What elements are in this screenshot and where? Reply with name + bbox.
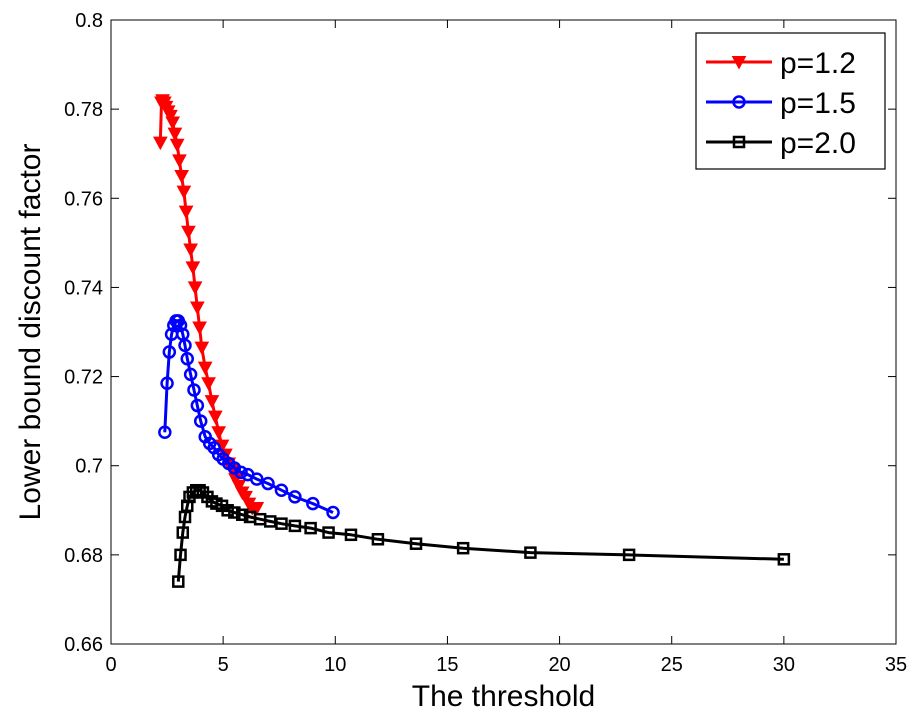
data-point xyxy=(193,414,208,428)
data-point xyxy=(201,377,216,391)
data-point xyxy=(172,154,187,168)
data-point xyxy=(183,243,198,258)
data-point xyxy=(250,472,264,486)
data-point xyxy=(288,519,302,533)
series-layer xyxy=(153,94,791,588)
data-point xyxy=(261,476,275,491)
legend-entry: p=2.0 xyxy=(706,127,856,160)
legend: p=1.2 p=1.5 p=2.0 xyxy=(695,32,886,170)
data-point xyxy=(180,351,195,366)
data-point xyxy=(207,410,223,425)
data-point xyxy=(162,345,177,359)
data-point xyxy=(174,170,189,184)
x-tick-label: 25 xyxy=(661,654,683,676)
x-tick-label: 10 xyxy=(324,654,346,676)
y-tick-label: 0.68 xyxy=(64,545,103,567)
data-point xyxy=(163,109,178,124)
x-tick-label: 35 xyxy=(885,654,907,676)
series-p=1.5 xyxy=(158,314,340,520)
data-point xyxy=(344,528,358,542)
series-p=2.0 xyxy=(172,483,791,588)
data-point xyxy=(524,546,537,559)
data-point xyxy=(174,548,187,562)
legend-label: p=1.2 xyxy=(780,47,856,80)
legend-marker xyxy=(732,135,746,149)
data-point xyxy=(176,526,190,539)
data-point xyxy=(193,483,206,497)
data-point xyxy=(185,261,201,275)
data-point xyxy=(204,395,220,409)
axes: 0 5 10 15 20 25 30 35 0.66 0.68 0.7 0.72 0.74 0.76 0.7… xyxy=(14,10,907,713)
x-tick-label: 30 xyxy=(773,654,795,676)
data-point xyxy=(274,483,289,497)
data-point xyxy=(165,116,181,131)
data-point xyxy=(172,575,185,588)
data-point xyxy=(275,517,288,530)
data-point xyxy=(187,281,203,295)
data-point xyxy=(160,376,174,391)
data-point xyxy=(326,505,340,520)
data-point xyxy=(178,338,192,353)
x-tick-label: 5 xyxy=(218,654,229,676)
x-tick-label: 0 xyxy=(105,654,116,676)
data-point xyxy=(192,321,207,336)
y-tick-label: 0.78 xyxy=(64,99,103,121)
y-tick-label: 0.66 xyxy=(64,634,103,656)
data-point xyxy=(181,225,196,240)
y-tick-label: 0.7 xyxy=(75,456,103,478)
legend-label: p=1.5 xyxy=(780,87,856,120)
legend-entry: p=1.2 xyxy=(706,47,856,80)
data-point xyxy=(153,136,168,151)
data-point xyxy=(235,508,249,521)
y-tick-label: 0.8 xyxy=(75,10,103,32)
data-point xyxy=(167,127,183,142)
data-point xyxy=(228,506,241,519)
y-tick-label: 0.72 xyxy=(64,367,103,389)
data-point xyxy=(777,553,791,566)
data-point xyxy=(231,479,247,494)
data-point xyxy=(190,398,205,413)
data-point xyxy=(173,318,188,333)
data-point xyxy=(158,425,172,440)
x-tick-label: 15 xyxy=(436,654,458,676)
data-point xyxy=(183,367,198,382)
data-point xyxy=(288,490,302,504)
data-point xyxy=(194,341,210,356)
data-point xyxy=(306,496,320,511)
data-point xyxy=(178,205,194,220)
data-point xyxy=(190,301,205,316)
data-point xyxy=(371,533,385,546)
series-line xyxy=(176,488,784,582)
plot-frame xyxy=(110,19,897,645)
data-point xyxy=(249,502,265,516)
data-point xyxy=(197,361,213,376)
y-tick-label: 0.76 xyxy=(64,188,103,210)
legend-entry: p=1.5 xyxy=(706,87,856,120)
data-point xyxy=(169,138,185,153)
data-point xyxy=(234,465,248,480)
data-point xyxy=(221,504,234,517)
x-axis-label: The threshold xyxy=(412,680,595,713)
data-point xyxy=(456,541,470,555)
data-point xyxy=(409,537,423,550)
data-point xyxy=(622,548,636,562)
legend-marker xyxy=(732,95,746,109)
legend-marker xyxy=(731,56,747,70)
y-tick-label: 0.74 xyxy=(64,277,103,299)
data-point xyxy=(211,426,226,440)
legend-label: p=2.0 xyxy=(780,127,856,160)
data-point xyxy=(187,383,201,397)
x-tick-label: 20 xyxy=(548,654,570,676)
data-point xyxy=(238,490,253,505)
data-point xyxy=(176,185,192,200)
data-point xyxy=(304,521,317,535)
data-point xyxy=(322,526,335,539)
y-axis-label: Lower bound discount factor xyxy=(14,144,47,521)
